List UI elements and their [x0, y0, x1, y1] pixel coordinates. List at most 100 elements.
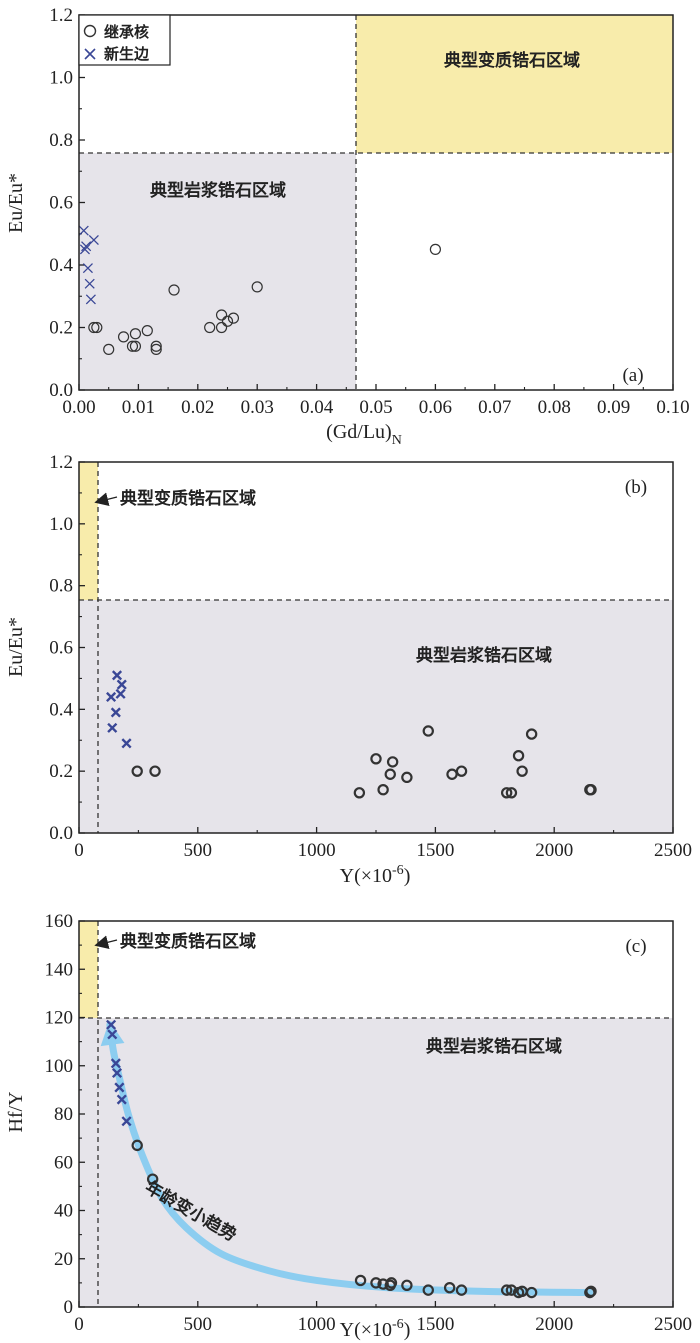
x-axis-label-superscript: -6: [392, 863, 404, 878]
y-tick-label: 160: [45, 911, 74, 932]
x-tick-label: 0.06: [419, 397, 452, 418]
inherited-core-point: [385, 1277, 398, 1289]
y-tick-label: 1.0: [49, 68, 73, 89]
inherited-core-point: [585, 784, 597, 796]
metamorphic-zone: [356, 15, 673, 153]
legend-x-marker: [84, 48, 96, 60]
inherited-core-point: [149, 765, 161, 777]
inherited-core-point: [516, 765, 528, 777]
inherited-core-point: [377, 784, 389, 796]
y-axis-label: Hf/Y: [5, 1091, 27, 1132]
x-tick-label: 0.00: [62, 397, 95, 418]
x-axis-label-main: Y(×10: [340, 1319, 392, 1341]
x-tick-label: 0: [74, 840, 84, 861]
x-axis-label: Y(×10-6): [340, 863, 411, 887]
inherited-core-point: [422, 1284, 434, 1296]
inherited-core-point: [500, 1284, 513, 1296]
panel-c: 0 500 1000 1500 2000 2500 0 20 40 60 80 100 120 140 16…: [5, 911, 692, 1341]
inherited-core-point: [585, 1285, 597, 1298]
inherited-core-point: [227, 312, 240, 324]
new-rim-point: [85, 294, 96, 305]
new-rim-point: [81, 241, 92, 252]
new-rim-point: [110, 1058, 121, 1069]
inherited-core-point: [131, 1139, 143, 1152]
y-tick-label: 140: [45, 959, 74, 980]
tick-labels: 0.00 0.01 0.02 0.03 0.04 0.05 0.06 0.07 0.08 0.09…: [49, 5, 689, 418]
data-points: [78, 225, 441, 355]
magmatic-zone: [79, 600, 673, 833]
x-tick-label: 500: [184, 840, 213, 861]
inherited-core-point: [505, 1284, 518, 1296]
new-rim-point: [79, 244, 90, 255]
panel-b: 0 500 1000 1500 2000 2500 0.0 0.2 0.4 0.6 0.8 1.0 1.…: [5, 452, 692, 887]
legend-box: [78, 14, 171, 66]
metamorphic-zone: [79, 921, 98, 1018]
inherited-core-point: [401, 771, 413, 784]
inherited-core-point: [88, 321, 100, 334]
tick-labels: 0 500 1000 1500 2000 2500 0 20 40 60 80 100 120 140 16…: [45, 911, 693, 1335]
metamorphic-zone: [79, 462, 98, 600]
x-tick-label: 0.05: [359, 397, 392, 418]
inherited-core-point: [215, 321, 228, 334]
new-rim-point: [116, 1094, 127, 1105]
inherited-core-point: [117, 331, 130, 343]
new-rim-point: [107, 722, 118, 733]
inherited-core-point: [429, 243, 441, 255]
y-tick-label: 40: [54, 1201, 73, 1222]
inherited-core-point: [204, 321, 216, 334]
inherited-core-point: [354, 1274, 367, 1287]
data-points: [106, 1019, 597, 1299]
x-axis-label: Y(×10-6): [340, 1317, 411, 1341]
x-tick-label: 2500: [654, 1314, 692, 1335]
y-tick-label: 120: [45, 1008, 74, 1029]
inherited-core-point: [370, 753, 382, 765]
new-rim-point: [88, 234, 99, 246]
inherited-core-point: [251, 281, 263, 293]
x-axis-label-main: Y(×10: [340, 865, 392, 887]
inherited-core-point: [215, 309, 228, 321]
x-tick-label: 0.03: [241, 397, 274, 418]
inherited-core-point: [446, 768, 458, 780]
inherited-core-point: [129, 340, 142, 352]
inherited-core-point: [141, 325, 153, 337]
tick-labels: 0 500 1000 1500 2000 2500 0.0 0.2 0.4 0.6 0.8 1.0 1.…: [49, 452, 692, 861]
panel-label: (b): [625, 477, 647, 498]
x-tick-label: 0: [74, 1314, 84, 1335]
inherited-core-point: [401, 1279, 413, 1291]
new-rim-point: [121, 1116, 132, 1127]
y-tick-label: 0.6: [49, 193, 73, 214]
metamorphic-zone-label: 典型变质锆石区域: [444, 50, 580, 71]
magmatic-zone: [79, 153, 356, 390]
panel-label: (c): [625, 936, 646, 957]
data-points: [106, 670, 597, 799]
legend-label-inherited-core: 继承核: [104, 23, 149, 41]
x-tick-label: 1500: [416, 1314, 454, 1335]
new-rim-point: [121, 738, 132, 749]
new-rim-point: [111, 1067, 123, 1079]
inherited-core-point: [131, 765, 143, 777]
y-tick-label: 20: [54, 1249, 73, 1270]
metamorphic-zone-pointer-arrow: [94, 935, 118, 950]
inherited-core-point: [150, 340, 162, 352]
x-tick-label: 2000: [535, 1314, 573, 1335]
inherited-core-point: [91, 321, 103, 334]
x-axis-label: (Gd/Lu)N: [326, 421, 402, 448]
x-axis-label-end: ): [404, 865, 411, 887]
inherited-core-point: [150, 343, 162, 355]
inherited-core-point: [370, 1277, 382, 1289]
new-rim-point: [116, 679, 127, 690]
new-rim-point: [115, 688, 126, 699]
y-tick-label: 0.0: [49, 823, 73, 844]
panel-a: 0.00 0.01 0.02 0.03 0.04 0.05 0.06 0.07 0.08 0.09…: [5, 5, 690, 448]
plot-frame: [78, 920, 674, 1308]
x-tick-label: 0.09: [597, 397, 630, 418]
inherited-core-point: [525, 728, 538, 740]
y-tick-label: 0.2: [49, 318, 73, 339]
inherited-core-point: [103, 343, 115, 355]
x-axis-label-main: (Gd/Lu): [326, 421, 392, 443]
y-tick-label: 0.8: [49, 130, 73, 151]
inherited-core-point: [500, 787, 513, 799]
y-tick-label: 0.0: [49, 380, 73, 401]
inherited-core-point: [443, 1281, 456, 1294]
